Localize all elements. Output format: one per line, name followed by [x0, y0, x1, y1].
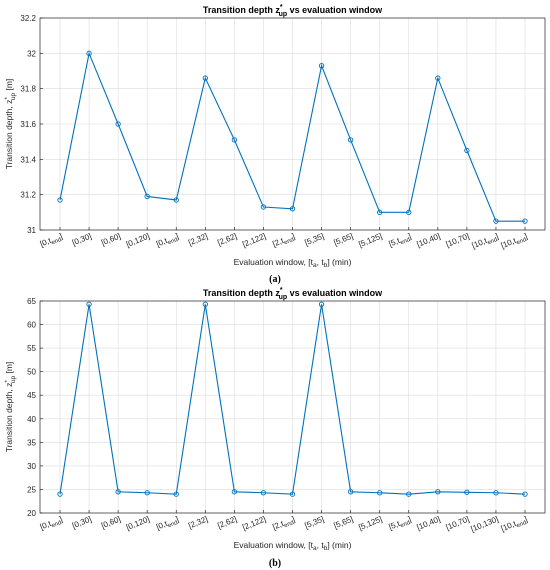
y-tick-label: 40: [27, 415, 36, 424]
x-tick-label: [5,tend]: [387, 232, 413, 251]
y-tick-label: 31.8: [20, 85, 36, 94]
data-point: [318, 301, 325, 307]
data-point: [202, 75, 208, 81]
data-point: [522, 218, 528, 224]
y-tick-label: 30: [27, 462, 36, 471]
y-axis-label: Transition depth, z*up [m]: [4, 79, 17, 170]
series-line: [59, 304, 526, 495]
data-point: [144, 193, 150, 200]
data-point: [289, 491, 296, 497]
data-point: [231, 489, 238, 495]
x-tick-label: [5,tend]: [387, 515, 413, 534]
data-point: [115, 121, 121, 127]
panel-label: (b): [269, 558, 281, 569]
y-tick-label: 50: [27, 368, 36, 377]
y-tick-label: 45: [27, 391, 36, 400]
data-point: [318, 63, 325, 69]
data-point: [377, 209, 383, 215]
y-tick-label: 65: [27, 297, 36, 306]
chart-a: 31 31.2 31.4 31.6 31.8 32 32.2 [0,tend] [0,30] [0…: [4, 4, 546, 285]
data-point: [86, 301, 92, 307]
x-tick-label: [5,65]: [332, 232, 354, 248]
series-line: [59, 51, 525, 222]
x-tick-label: [0,30]: [71, 232, 93, 248]
x-tick-label: [0,tend]: [155, 515, 181, 534]
y-tick-label: 32: [27, 49, 36, 58]
x-tick-label: [2,tend]: [271, 232, 297, 251]
data-point: [464, 489, 470, 495]
y-tick-label: 31: [27, 226, 36, 235]
x-tick-label: [10,40]: [416, 515, 442, 533]
x-tick-label: [0,30]: [71, 515, 93, 531]
data-point: [406, 491, 412, 497]
y-tick-label: 31.6: [20, 120, 36, 129]
x-tick-label: [5,35]: [303, 515, 325, 531]
x-tick-label: [0,tend]: [155, 232, 181, 251]
x-tick-label: [0,60]: [100, 515, 122, 531]
data-point: [144, 490, 150, 496]
data-point: [260, 490, 267, 496]
x-tick-label: [0,tend]: [39, 515, 65, 534]
y-tick-label: 31.2: [20, 191, 36, 200]
data-point: [86, 50, 92, 56]
x-tick-label: [5,125]: [357, 232, 383, 250]
data-point: [435, 75, 441, 81]
x-tick-label: [10,70]: [445, 515, 471, 533]
x-tick-label: [2,32]: [187, 515, 209, 531]
y-tick-label: 60: [27, 321, 36, 330]
data-point: [347, 137, 354, 143]
y-tick-label: 55: [27, 344, 36, 353]
y-tick-label: 20: [27, 509, 36, 518]
x-tick-label: [2,62]: [216, 515, 238, 531]
x-tick-label: [10,tend]: [500, 232, 530, 253]
x-tick-label: [10,130]: [469, 515, 499, 534]
data-point: [173, 197, 179, 203]
x-tick-label: [10,40]: [416, 232, 442, 250]
x-tick-label: [5,65]: [332, 515, 354, 531]
x-tick-label: [10,70]: [445, 232, 471, 250]
x-tick-label: [2,62]: [216, 232, 238, 248]
x-tick-label: [10,tend]: [471, 232, 501, 253]
data-point: [522, 491, 528, 497]
x-axis-label: Evaluation window, [ta, tb] (min): [234, 257, 352, 269]
x-tick-label: [5,35]: [303, 232, 325, 248]
x-tick-label: [2,tend]: [271, 515, 297, 534]
data-point: [260, 204, 267, 210]
y-tick-label: 35: [27, 438, 36, 447]
data-point: [57, 197, 63, 203]
x-tick-label: [0,120]: [125, 232, 151, 250]
data-point: [493, 218, 499, 224]
data-point: [493, 490, 499, 496]
data-point: [464, 147, 470, 154]
y-axis-label: Transition depth, z*up [m]: [4, 362, 17, 453]
data-point: [173, 491, 179, 497]
y-tick-label: 31.4: [20, 155, 36, 164]
x-tick-label: [10,tend]: [500, 515, 530, 536]
x-tick-label: [5,125]: [357, 515, 383, 533]
panel-label: (a): [269, 274, 281, 285]
data-point: [57, 491, 63, 497]
data-point: [435, 489, 441, 495]
y-tick-label: 32.2: [20, 14, 36, 23]
chart-b: 20 25 30 35 40 45 50 55 60 65 [0,tend] [0,30] [0,60]…: [4, 287, 546, 569]
data-point: [406, 209, 412, 215]
data-point: [377, 490, 383, 496]
x-tick-label: [2,122]: [241, 232, 267, 250]
x-tick-label: [0,60]: [100, 232, 122, 248]
x-axis-label: Evaluation window, [ta, tb] (min): [234, 540, 352, 552]
x-tick-label: [0,tend]: [39, 232, 65, 251]
chart-title: Transition depth z* up vs evaluation wind…: [203, 4, 383, 18]
data-point: [115, 489, 121, 495]
data-point: [347, 489, 354, 495]
y-tick-label: 25: [27, 485, 36, 494]
x-tick-label: [2,122]: [241, 515, 267, 533]
x-tick-label: [2,32]: [187, 232, 209, 248]
chart-title: Transition depth z* up vs evaluation wind…: [203, 287, 383, 301]
x-tick-label: [0,120]: [125, 515, 151, 533]
data-point: [202, 301, 208, 307]
data-point: [231, 137, 238, 143]
data-point: [289, 206, 296, 212]
